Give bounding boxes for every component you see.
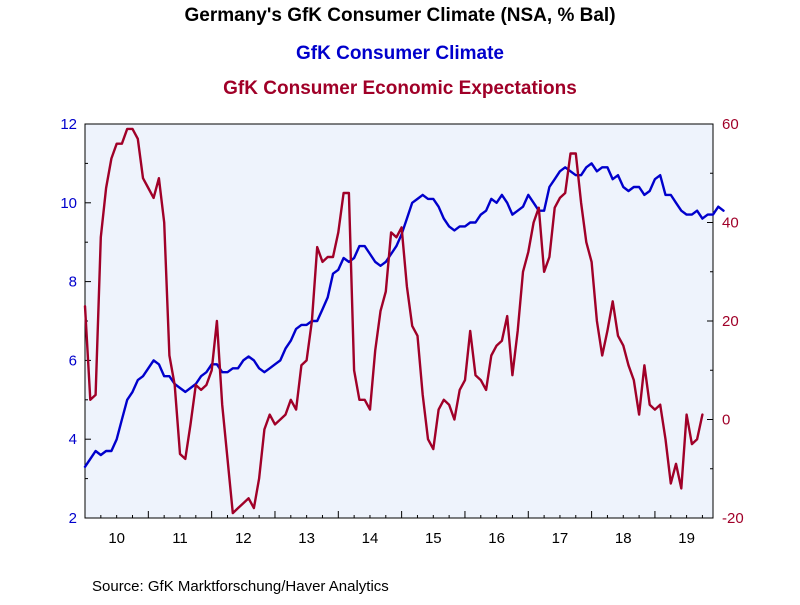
x-axis-tick-label: 17 xyxy=(552,530,569,547)
legend-entry-consumer-climate: GfK Consumer Climate xyxy=(296,43,504,64)
left-axis-tick-label: 8 xyxy=(69,274,77,291)
left-axis-tick-label: 4 xyxy=(69,431,77,448)
x-axis-tick-label: 11 xyxy=(172,530,188,547)
source-note: Source: GfK Marktforschung/Haver Analyti… xyxy=(92,578,389,595)
left-axis-tick-label: 10 xyxy=(60,195,77,212)
left-axis-tick-label: 12 xyxy=(60,116,77,133)
legend-entry-economic-expectations: GfK Consumer Economic Expectations xyxy=(223,78,577,99)
right-axis-tick-label: 20 xyxy=(722,313,739,330)
plot-area xyxy=(84,123,714,519)
chart-title: Germany's GfK Consumer Climate (NSA, % B… xyxy=(184,5,615,26)
x-axis-tick-label: 12 xyxy=(235,530,252,547)
series-lines xyxy=(83,127,725,515)
x-axis-tick-label: 14 xyxy=(362,530,379,547)
x-axis-tick-label: 15 xyxy=(425,530,442,547)
x-axis-tick-label: 16 xyxy=(488,530,505,547)
series-line-economic-expectations xyxy=(83,127,704,515)
x-axis-tick-label: 18 xyxy=(615,530,632,547)
x-axis-tick-label: 19 xyxy=(678,530,695,547)
left-axis-tick-label: 2 xyxy=(69,510,77,527)
right-axis-tick-label: 40 xyxy=(722,215,739,232)
tick-labels: 2 4 6 8 10 12 -20 0 20 40 60 10 11 12 13 14 15 16 17 18 19 xyxy=(60,116,743,547)
series-line-consumer-climate xyxy=(83,162,725,468)
right-axis-tick-label: 60 xyxy=(722,116,739,133)
x-axis-tick-label: 10 xyxy=(108,530,125,547)
left-axis-tick-label: 6 xyxy=(69,352,77,369)
right-axis-tick-label: -20 xyxy=(722,510,744,527)
right-axis-tick-label: 0 xyxy=(722,412,730,429)
x-axis-tick-label: 13 xyxy=(298,530,315,547)
